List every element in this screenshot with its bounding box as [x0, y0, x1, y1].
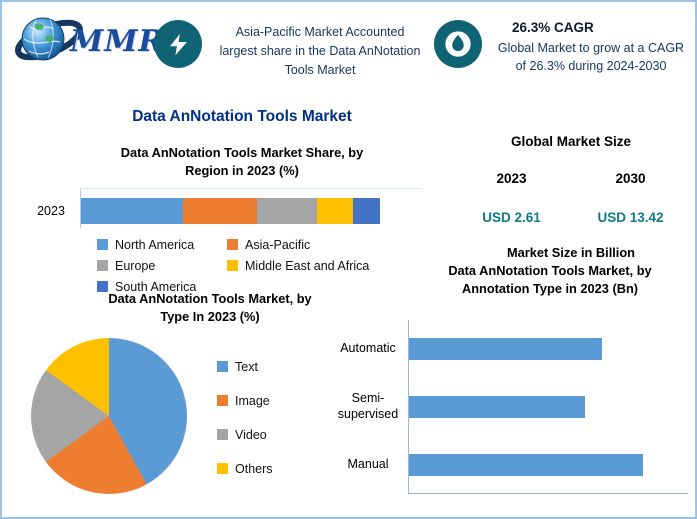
legend-swatch — [97, 239, 108, 251]
type-legend: Text Image Video Others — [217, 360, 273, 476]
legend-swatch — [227, 260, 238, 272]
legend-swatch — [217, 361, 228, 373]
chart-title-line: Data AnNotation Tools Market Share, by — [120, 145, 364, 160]
year-axis-label: 2023 — [37, 203, 65, 218]
bar-category-label: Semi-supervised — [337, 391, 399, 421]
stacked-segment-europe — [257, 197, 318, 224]
annotation-type-chart: Data AnNotation Tools Market, by Annotat… — [332, 262, 688, 494]
legend-label: Image — [235, 393, 270, 408]
stacked-bar-plot — [80, 187, 422, 228]
legend-label: Text — [235, 359, 258, 374]
header-highlight-text: Asia-Pacific Market Accounted largest sh… — [219, 25, 421, 77]
market-size-title: Global Market Size — [510, 134, 632, 149]
chart-title-line: Annotation Type in 2023 (Bn) — [461, 280, 639, 296]
market-size-unit: Market Size in Billion — [507, 245, 635, 260]
chart-title-line: Region in 2023 (%) — [185, 162, 299, 178]
cagr-text: Global Market to grow at a CAGR of 26.3%… — [497, 41, 685, 74]
legend-item-north-america: North America — [97, 238, 227, 252]
legend-swatch — [217, 463, 228, 475]
stacked-bar — [81, 197, 380, 224]
market-size-value-start: USD 2.61 — [482, 210, 541, 225]
pie-chart — [31, 337, 187, 494]
legend-label: Video — [235, 427, 267, 442]
type-share-chart: Data AnNotation Tools Market, by Type In… — [17, 290, 403, 494]
legend-item-image: Image — [217, 394, 273, 408]
flame-icon — [434, 20, 482, 68]
legend-label: North America — [115, 237, 195, 252]
market-size-values: USD 2.61 USD 13.42 — [452, 210, 690, 225]
legend-label: Asia-Pacific — [245, 237, 311, 252]
legend-item-others: Others — [217, 462, 273, 476]
legend-item-middle-east-and-africa: Middle East and Africa — [227, 259, 422, 273]
market-size-years: 2023 2030 — [452, 171, 690, 186]
global-market-size-panel: Global Market Size 2023 2030 USD 2.61 US… — [452, 134, 690, 260]
bar-automatic — [408, 337, 602, 360]
region-legend: North America Asia-Pacific Europe Middle Ea… — [97, 238, 422, 294]
stacked-segment-asia-pacific — [182, 197, 258, 224]
legend-swatch — [217, 429, 228, 441]
lightning-glyph — [169, 33, 187, 55]
legend-item-video: Video — [217, 428, 273, 442]
market-size-value-end: USD 13.42 — [597, 210, 664, 225]
type-chart-title: Data AnNotation Tools Market, by Type In… — [17, 290, 403, 326]
legend-label: Middle East and Africa — [245, 258, 370, 273]
legend-label: Europe — [115, 258, 156, 273]
bar-row-semi-supervised: Semi-supervised — [332, 378, 688, 436]
page-title: Data AnNotation Tools Market — [132, 108, 352, 125]
annotation-chart-title: Data AnNotation Tools Market, by Annotat… — [412, 262, 688, 298]
legend-item-europe: Europe — [97, 259, 227, 273]
region-share-chart: Data AnNotation Tools Market Share, by R… — [22, 144, 422, 294]
globe-icon — [15, 17, 83, 61]
stacked-segment-middle-east-and-africa — [317, 197, 354, 224]
bar-manual — [408, 453, 643, 476]
flame-glyph — [445, 31, 471, 57]
legend-swatch — [97, 281, 108, 293]
stacked-bar-area: 2023 — [22, 187, 422, 228]
bar-category-label: Automatic — [340, 341, 396, 355]
bar-track — [408, 320, 688, 378]
legend-label: South America — [115, 279, 197, 294]
hbar-plot: Automatic Semi-supervised Manual — [332, 319, 688, 494]
market-size-year-start: 2023 — [496, 171, 527, 186]
bar-row-manual: Manual — [332, 436, 688, 494]
header-cagr: 26.3% CAGR Global Market to grow at a CA… — [434, 20, 688, 75]
bar-semi-supervised — [408, 395, 585, 418]
stacked-segment-north-america — [81, 197, 183, 224]
lightning-icon — [154, 20, 202, 68]
legend-item-south-america: South America — [97, 280, 227, 294]
pie-row: Text Image Video Others — [17, 337, 403, 494]
legend-swatch — [97, 260, 108, 272]
chart-title-line: Data AnNotation Tools Market, by — [108, 291, 312, 306]
mmr-logo: MMR — [12, 10, 164, 72]
legend-swatch — [217, 395, 228, 407]
bar-row-automatic: Automatic — [332, 320, 688, 378]
logo-text: MMR — [70, 23, 165, 59]
stacked-segment-south-america — [353, 197, 380, 224]
bar-track — [408, 436, 688, 494]
bar-track — [408, 378, 688, 436]
cagr-block: 26.3% CAGR Global Market to grow at a CA… — [494, 20, 688, 75]
legend-item-asia-pacific: Asia-Pacific — [227, 238, 422, 252]
cagr-title: 26.3% CAGR — [512, 20, 594, 35]
legend-item-text: Text — [217, 360, 273, 374]
market-size-year-end: 2030 — [615, 171, 646, 186]
region-chart-title: Data AnNotation Tools Market Share, by R… — [62, 144, 422, 180]
chart-title-line: Type In 2023 (%) — [160, 308, 260, 324]
bar-category-label: Manual — [347, 457, 389, 471]
header-highlight: Asia-Pacific Market Accounted largest sh… — [154, 20, 424, 79]
legend-swatch — [227, 239, 238, 251]
legend-label: Others — [235, 461, 273, 476]
chart-title-line: Data AnNotation Tools Market, by — [448, 263, 652, 278]
